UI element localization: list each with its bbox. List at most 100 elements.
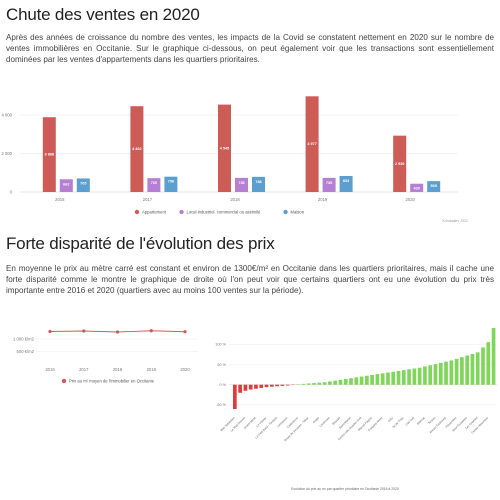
district-bar — [312, 383, 316, 385]
data-point — [82, 329, 86, 333]
price-line-chart: 500 €/m21 000 €/m2 2016 2017 2018 2019 2020 … — [13, 329, 198, 384]
bar-appartement — [218, 104, 231, 192]
bar-appartement — [305, 96, 319, 192]
y-tick-label: 0 — [10, 190, 13, 195]
x-tick-label: 2016 — [55, 197, 65, 202]
x-tick-label: 2017 — [143, 197, 153, 202]
x-tick-label: 2019 — [318, 197, 328, 202]
bar-local — [410, 183, 424, 192]
district-bar — [285, 384, 290, 386]
data-label: 788 — [255, 180, 261, 184]
bar-appartement — [42, 117, 56, 192]
bar-local — [235, 177, 248, 192]
y-tick-label: 0 % — [219, 383, 226, 387]
district-bar — [475, 352, 480, 385]
district-bar — [380, 373, 385, 385]
section1-paragraph: Après des années de croissance du nombre… — [6, 33, 494, 65]
district-bar — [491, 328, 496, 385]
y-tick-label: 100 % — [215, 343, 226, 347]
bar-maison — [427, 181, 441, 192]
district-bar — [333, 380, 338, 385]
district-bar — [365, 375, 369, 385]
data-label: 4 545 — [220, 146, 230, 150]
section1-title: Chute des ventes en 2020 — [6, 5, 200, 24]
district-bar — [375, 374, 380, 385]
district-bar — [486, 342, 491, 385]
legend-swatch — [283, 209, 288, 215]
data-label: 796 — [168, 180, 174, 184]
district-bar — [280, 384, 285, 386]
x-tick-label: 2020 — [180, 367, 190, 372]
section2-paragraph: En moyenne le prix au mètre carré est co… — [6, 264, 494, 296]
district-bar — [470, 353, 475, 385]
district-bar — [370, 374, 374, 385]
x-tick-label: 2016 — [45, 367, 55, 372]
x-tick-label: 2018 — [230, 197, 240, 202]
district-bar — [412, 368, 417, 385]
x-tick-label: Cévennes — [319, 415, 331, 427]
data-label: 735 — [238, 181, 244, 185]
x-tick-label: 2020 — [406, 197, 416, 202]
district-bar — [269, 384, 274, 387]
data-point — [149, 329, 153, 333]
district-bar — [454, 358, 459, 385]
district-bar — [423, 366, 427, 385]
district-bar — [460, 357, 464, 385]
data-point — [183, 330, 187, 334]
bar-maison — [164, 176, 178, 192]
data-label: 735 — [326, 181, 332, 185]
district-bar — [449, 360, 454, 385]
bar-maison — [252, 176, 265, 192]
y-tick-label: 4 000 — [2, 113, 13, 118]
data-label: 2 930 — [395, 162, 405, 166]
x-tick-label: Blanzat — [416, 416, 426, 426]
district-bar — [238, 384, 242, 393]
y-tick-label: -50 % — [216, 403, 227, 407]
data-point — [115, 330, 120, 334]
data-label: 833 — [343, 179, 349, 183]
district-bar — [248, 384, 253, 390]
x-tick-label: Gély — [387, 415, 394, 422]
district-bar — [259, 384, 264, 388]
bar-appartement — [393, 135, 407, 192]
bar-maison — [339, 175, 353, 192]
district-bar — [233, 384, 237, 409]
data-label: 705 — [80, 181, 86, 185]
district-bar — [401, 370, 406, 385]
bar-local — [322, 177, 336, 192]
x-tick-label: 2017 — [79, 367, 89, 372]
x-tick-label: Arago — [312, 416, 321, 425]
legend-label: Maison — [291, 210, 305, 215]
district-bar — [349, 378, 353, 385]
bar-local — [59, 179, 73, 192]
legend-label: Appartement — [142, 210, 167, 215]
chart-title: Evolution du prix au m² par quartier pri… — [291, 487, 399, 491]
data-label: 662 — [63, 182, 69, 186]
district-bar — [322, 382, 327, 385]
district-bar — [444, 361, 448, 385]
district-bar — [359, 376, 364, 385]
bar-appartement — [130, 106, 144, 192]
data-label: 3 888 — [45, 153, 55, 157]
x-tick-label: Mossan — [331, 416, 341, 426]
bar-local — [147, 178, 161, 192]
y-tick-label: 50 % — [217, 363, 226, 367]
district-bar — [343, 379, 348, 385]
x-tick-label: Tertres — [427, 415, 436, 424]
district-bar — [328, 381, 332, 385]
district-bar — [391, 371, 396, 385]
section2-title: Forte disparité de l'évolution des prix — [6, 234, 275, 253]
district-bar — [433, 364, 438, 385]
legend-swatch — [61, 378, 67, 384]
legend-swatch — [179, 209, 184, 215]
district-bar — [481, 347, 485, 385]
sales-bar-chart: 0 2 000 4 000 3 888 662 705 2016 4 462 720 796 20… — [2, 96, 468, 223]
district-bar — [275, 384, 279, 387]
bar-maison — [76, 178, 90, 192]
district-bar — [306, 383, 311, 385]
district-bar — [428, 365, 433, 385]
district-bar — [354, 377, 359, 385]
x-tick-label: 2019 — [147, 367, 157, 372]
district-bar — [417, 367, 422, 385]
district-bar — [396, 370, 401, 385]
